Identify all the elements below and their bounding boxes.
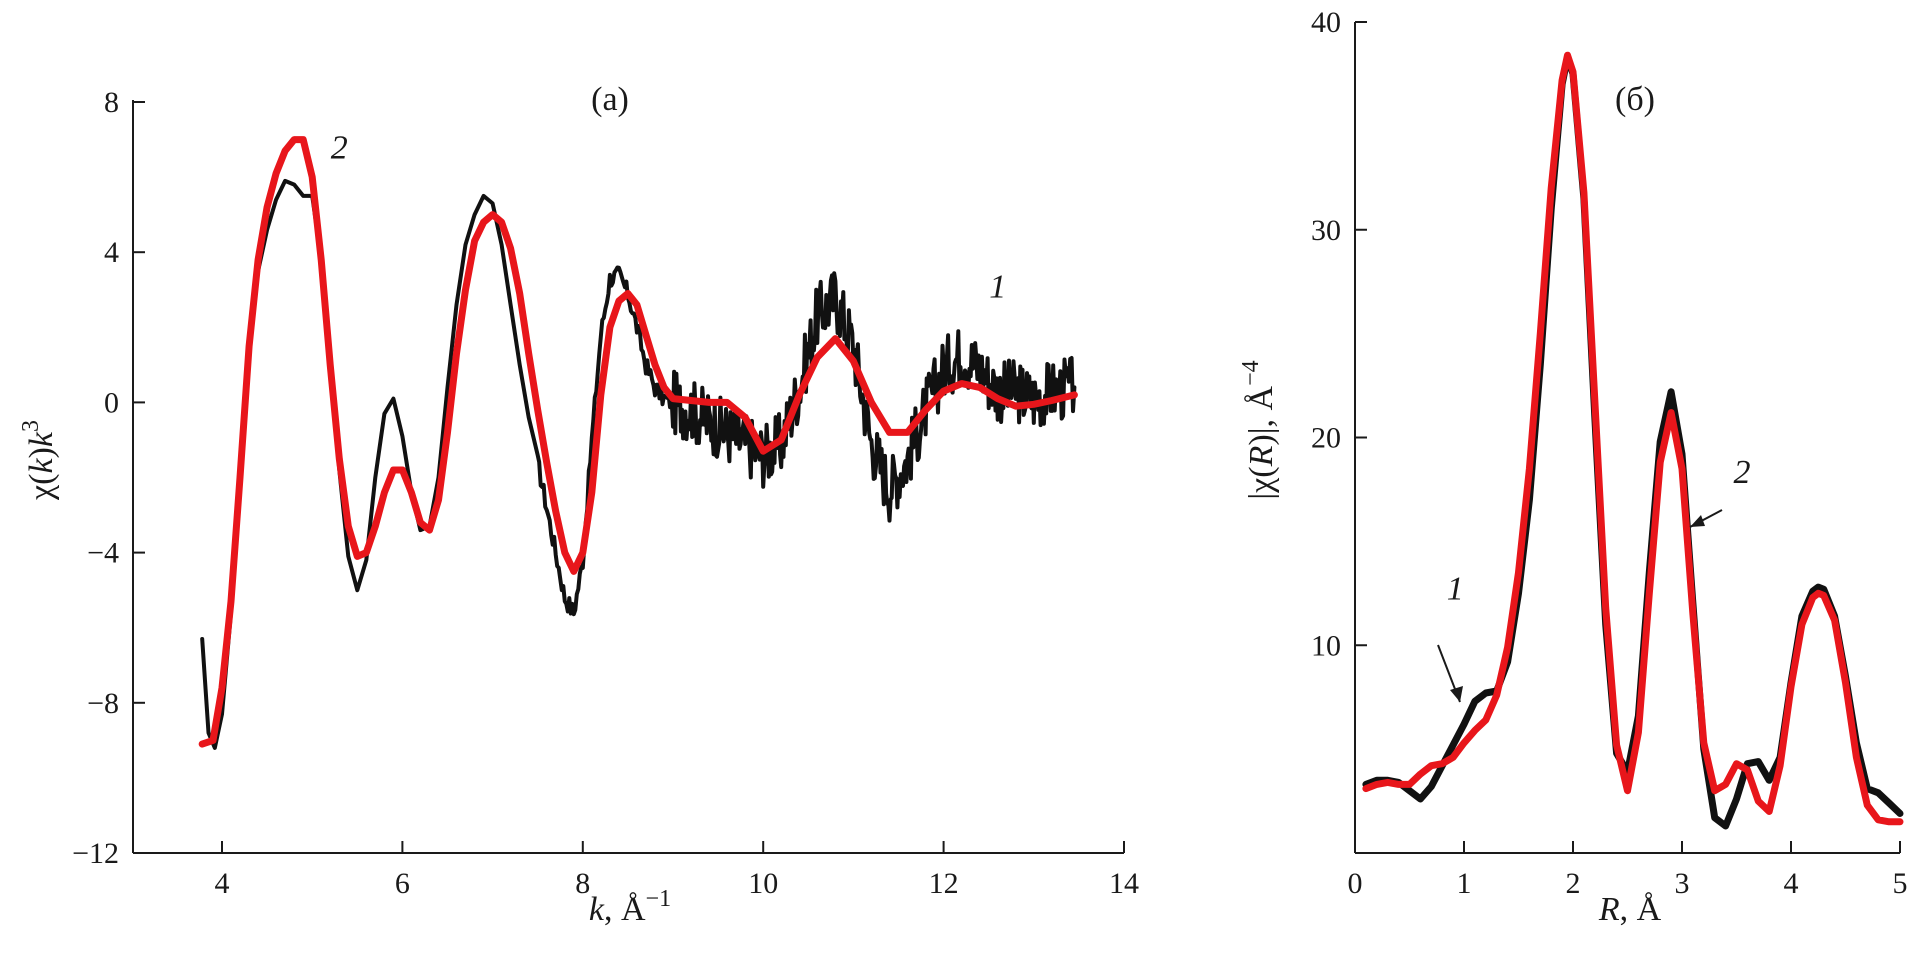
x-tick-label: 3	[1675, 867, 1690, 900]
x-tick-label: 2	[1566, 867, 1581, 900]
curve-label: 2	[331, 129, 348, 166]
x-tick-label: 4	[215, 867, 230, 900]
y-tick-label: −12	[72, 837, 119, 870]
panel-b-title: (б)	[1615, 81, 1655, 118]
panel-b-x-label: R, Å	[1598, 891, 1662, 928]
panel-b-arrow-2	[1689, 509, 1723, 528]
y-tick-label: 20	[1311, 422, 1341, 455]
y-tick-label: 40	[1311, 6, 1341, 39]
x-tick-label: 4	[1784, 867, 1799, 900]
curve-label: 1	[1447, 571, 1464, 608]
y-tick-label: 10	[1311, 629, 1341, 662]
panel-a-title: (а)	[591, 81, 629, 118]
panel-b-x-ticks: 0 1 2 3 4 5	[1348, 841, 1908, 900]
panel-a-annotations: 21	[331, 129, 1006, 305]
x-tick-label: 5	[1893, 867, 1908, 900]
panel-b-annotations: 12	[1447, 454, 1751, 607]
panel-b-series	[1362, 51, 1904, 830]
x-tick-label: 0	[1348, 867, 1363, 900]
series-1-line	[1362, 53, 1904, 830]
panel-a-y-ticks: 8 4 0 −4 −8 −12	[72, 86, 145, 870]
panel-a-y-label: χ(k)k3	[18, 420, 60, 501]
y-tick-label: 4	[104, 236, 119, 269]
x-tick-label: 1	[1457, 867, 1472, 900]
x-tick-label: 6	[395, 867, 410, 900]
panel-b-y-label: |χ(R)|, Å−4	[1238, 360, 1280, 499]
panel-b-y-ticks: 40 30 20 10	[1311, 6, 1367, 662]
y-tick-label: −4	[87, 537, 119, 570]
y-tick-label: 0	[104, 386, 119, 419]
panel-a-x-ticks: 4 6 8 10 12 14	[215, 841, 1139, 900]
series-2-line	[1362, 51, 1904, 826]
y-tick-label: 8	[104, 86, 119, 119]
y-tick-label: 30	[1311, 214, 1341, 247]
curve-label: 1	[989, 268, 1006, 305]
panel-a-x-label: k, Å−1	[589, 886, 671, 928]
series-1-line	[200, 178, 1077, 750]
y-tick-label: −8	[87, 687, 119, 720]
panel-a: (а) k, Å−1 χ(k)k3 4 6 8 10 12 14 840−4−8−12 2…	[18, 81, 1139, 928]
panel-b-arrow-1	[1437, 644, 1463, 703]
x-tick-label: 10	[748, 867, 778, 900]
panel-a-series	[198, 136, 1078, 750]
curve-label: 2	[1733, 454, 1750, 491]
x-tick-label: 14	[1109, 867, 1139, 900]
x-tick-label: 12	[929, 867, 959, 900]
series-2-line	[198, 136, 1078, 748]
x-tick-label: 8	[575, 867, 590, 900]
